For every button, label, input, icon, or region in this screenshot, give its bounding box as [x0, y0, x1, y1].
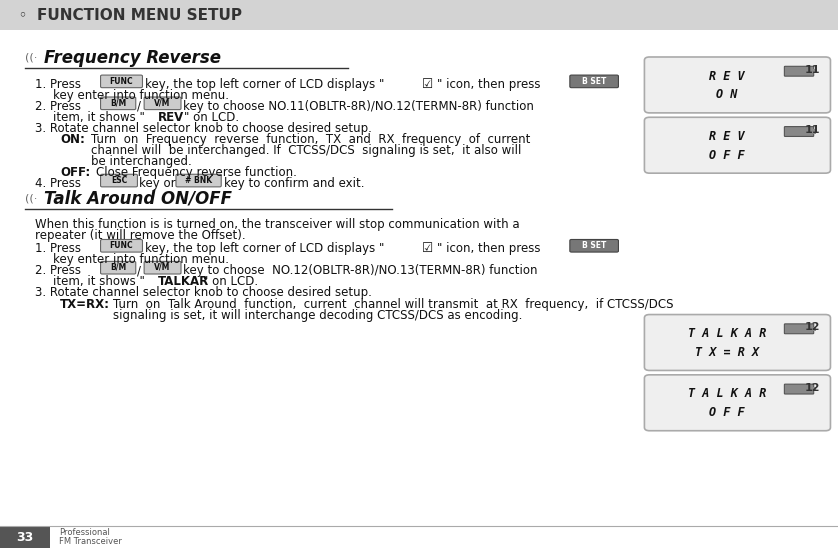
- FancyBboxPatch shape: [144, 261, 181, 274]
- Text: key to confirm and exit.: key to confirm and exit.: [224, 177, 365, 190]
- Text: O N: O N: [716, 88, 737, 101]
- Text: 3. Rotate channel selector knob to choose desired setup.: 3. Rotate channel selector knob to choos…: [35, 286, 372, 299]
- Text: " icon, then press: " icon, then press: [437, 242, 541, 255]
- Text: 11: 11: [805, 65, 820, 75]
- Text: 11: 11: [805, 125, 820, 135]
- Text: # BNK: # BNK: [185, 176, 212, 185]
- Text: 1. Press: 1. Press: [35, 242, 81, 255]
- Text: key enter into function menu.: key enter into function menu.: [53, 253, 229, 266]
- Text: key enter into function menu.: key enter into function menu.: [53, 89, 229, 102]
- FancyBboxPatch shape: [101, 97, 136, 110]
- Text: B SET: B SET: [582, 241, 607, 250]
- Text: FUNC: FUNC: [110, 241, 133, 250]
- Text: item, it shows ": item, it shows ": [53, 111, 145, 124]
- Text: 12: 12: [805, 383, 820, 392]
- Text: FUNC: FUNC: [110, 77, 133, 85]
- Text: TX=RX:: TX=RX:: [60, 298, 111, 311]
- Text: 3. Rotate channel selector knob to choose desired setup.: 3. Rotate channel selector knob to choos…: [35, 122, 372, 135]
- Text: O F F: O F F: [709, 149, 745, 162]
- Text: T A L K A R: T A L K A R: [688, 387, 766, 401]
- FancyBboxPatch shape: [101, 261, 136, 274]
- Text: ((·: ((·: [25, 53, 38, 62]
- Text: Close Frequency reverse function.: Close Frequency reverse function.: [96, 166, 297, 179]
- Text: B SET: B SET: [582, 77, 607, 85]
- FancyBboxPatch shape: [784, 324, 814, 334]
- FancyBboxPatch shape: [570, 239, 618, 252]
- FancyBboxPatch shape: [570, 75, 618, 88]
- FancyBboxPatch shape: [784, 384, 814, 394]
- Text: key to choose NO.11(OBLTR-8R)/NO.12(TERMN-8R) function: key to choose NO.11(OBLTR-8R)/NO.12(TERM…: [183, 100, 534, 113]
- Text: R E V: R E V: [709, 130, 745, 143]
- Text: 12: 12: [805, 322, 820, 332]
- Text: 4. Press: 4. Press: [35, 177, 81, 190]
- Text: key, the top left corner of LCD displays ": key, the top left corner of LCD displays…: [145, 78, 385, 91]
- Text: item, it shows ": item, it shows ": [53, 275, 145, 288]
- FancyBboxPatch shape: [644, 315, 830, 370]
- Text: R E V: R E V: [709, 70, 745, 83]
- FancyBboxPatch shape: [101, 75, 142, 88]
- Text: T A L K A R: T A L K A R: [688, 327, 766, 340]
- Text: /: /: [137, 100, 142, 113]
- FancyBboxPatch shape: [0, 0, 838, 30]
- FancyBboxPatch shape: [101, 174, 137, 187]
- Text: ◦: ◦: [18, 9, 27, 22]
- Text: When this function is is turned on, the transceiver will stop communication with: When this function is is turned on, the …: [35, 218, 520, 231]
- Text: channel will  be interchanged. If  CTCSS/DCS  signaling is set,  it also will: channel will be interchanged. If CTCSS/D…: [91, 144, 521, 157]
- FancyBboxPatch shape: [644, 375, 830, 431]
- Text: ((·: ((·: [25, 193, 38, 203]
- Text: OFF:: OFF:: [60, 166, 91, 179]
- Text: REV: REV: [158, 111, 184, 124]
- Text: ESC: ESC: [111, 176, 127, 185]
- Text: V/M: V/M: [154, 263, 171, 272]
- Text: 2. Press: 2. Press: [35, 100, 81, 113]
- FancyBboxPatch shape: [144, 97, 181, 110]
- FancyBboxPatch shape: [813, 129, 816, 134]
- FancyBboxPatch shape: [101, 239, 142, 252]
- FancyBboxPatch shape: [784, 66, 814, 76]
- FancyBboxPatch shape: [784, 127, 814, 136]
- Text: repeater (it will remove the Offset).: repeater (it will remove the Offset).: [35, 229, 246, 242]
- Text: /: /: [137, 264, 142, 277]
- Text: ON:: ON:: [60, 133, 85, 146]
- Text: Talk Around ON/OFF: Talk Around ON/OFF: [44, 190, 231, 207]
- FancyBboxPatch shape: [813, 69, 816, 73]
- Text: FUNCTION MENU SETUP: FUNCTION MENU SETUP: [37, 8, 242, 23]
- FancyBboxPatch shape: [813, 387, 816, 391]
- FancyBboxPatch shape: [176, 174, 221, 187]
- FancyBboxPatch shape: [0, 526, 50, 548]
- Text: key or: key or: [139, 177, 176, 190]
- Text: 33: 33: [17, 530, 34, 544]
- Text: " on LCD.: " on LCD.: [184, 111, 240, 124]
- Text: B/M: B/M: [110, 99, 127, 107]
- Text: ☑: ☑: [422, 242, 433, 255]
- Text: O F F: O F F: [709, 406, 745, 419]
- Text: key to choose  NO.12(OBLTR-8R)/NO.13(TERMN-8R) function: key to choose NO.12(OBLTR-8R)/NO.13(TERM…: [183, 264, 537, 277]
- Text: signaling is set, it will interchange decoding CTCSS/DCS as encoding.: signaling is set, it will interchange de…: [113, 309, 523, 322]
- Text: be interchanged.: be interchanged.: [91, 155, 191, 168]
- Text: TALKAR: TALKAR: [158, 275, 209, 288]
- Text: " on LCD.: " on LCD.: [203, 275, 258, 288]
- Text: Frequency Reverse: Frequency Reverse: [44, 49, 220, 66]
- Text: B/M: B/M: [110, 263, 127, 272]
- Text: V/M: V/M: [154, 99, 171, 107]
- Text: T X = R X: T X = R X: [695, 346, 759, 359]
- FancyBboxPatch shape: [813, 327, 816, 331]
- Text: 2. Press: 2. Press: [35, 264, 81, 277]
- Text: 1. Press: 1. Press: [35, 78, 81, 91]
- Text: Turn  on  Talk Around  function,  current  channel will transmit  at RX  frequen: Turn on Talk Around function, current ch…: [113, 298, 674, 311]
- Text: Professional: Professional: [59, 528, 110, 537]
- Text: " icon, then press: " icon, then press: [437, 78, 541, 91]
- Text: ☑: ☑: [422, 78, 433, 91]
- Text: Turn  on  Frequency  reverse  function,  TX  and  RX  frequency  of  current: Turn on Frequency reverse function, TX a…: [91, 133, 530, 146]
- FancyBboxPatch shape: [644, 117, 830, 173]
- Text: FM Transceiver: FM Transceiver: [59, 537, 122, 546]
- FancyBboxPatch shape: [644, 57, 830, 113]
- Text: key, the top left corner of LCD displays ": key, the top left corner of LCD displays…: [145, 242, 385, 255]
